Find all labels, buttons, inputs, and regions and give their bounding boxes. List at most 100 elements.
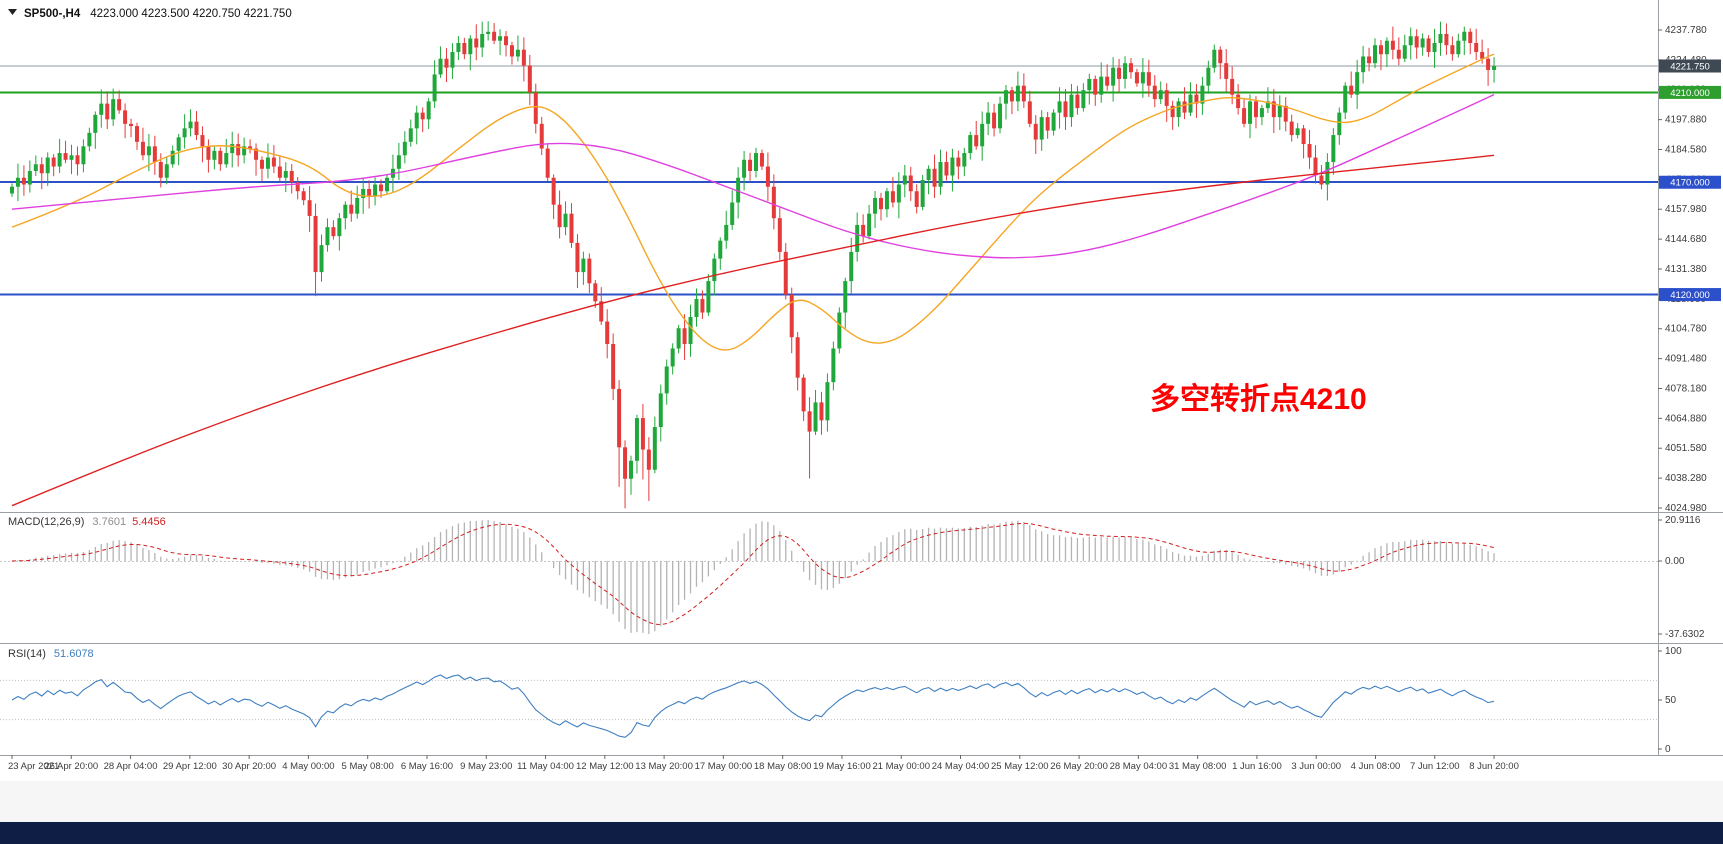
candle-body: [718, 240, 723, 259]
candle-body: [1307, 144, 1312, 158]
candle-body: [1009, 90, 1014, 102]
candle-body: [408, 128, 413, 142]
ohlc-values: 4223.000 4223.500 4220.750 4221.750: [90, 8, 291, 20]
time-label: 13 May 20:00: [635, 761, 693, 772]
candle-body: [736, 177, 741, 203]
candle-body: [980, 123, 985, 147]
candle-body: [926, 168, 931, 181]
candle-body: [164, 164, 169, 178]
axis-label: 4024.980: [1665, 503, 1707, 514]
time-label: 26 Apr 20:00: [44, 761, 98, 772]
candle-body: [730, 202, 735, 225]
candle-body: [587, 258, 592, 284]
time-label: 26 May 20:00: [1050, 761, 1108, 772]
candle-body: [379, 184, 384, 192]
candle-body: [432, 74, 437, 102]
candle-body: [480, 33, 485, 48]
time-label: 17 May 00:00: [695, 761, 753, 772]
axis-label: -37.6302: [1665, 629, 1705, 640]
candle-body: [1283, 105, 1288, 122]
candle-body: [896, 184, 901, 203]
candle-body: [426, 101, 431, 120]
candle-body: [1384, 40, 1389, 55]
candle-body: [1045, 117, 1050, 131]
candle-body: [771, 186, 776, 219]
candle-body: [438, 58, 443, 75]
candle-body: [920, 180, 925, 207]
axis-label: 4157.980: [1665, 204, 1707, 215]
candle-body: [914, 191, 919, 207]
axis-label: 4197.880: [1665, 115, 1707, 126]
rsi-name: RSI(14): [8, 648, 46, 660]
axis-label: 50: [1665, 695, 1677, 706]
macd-value-signal: 5.4456: [132, 516, 166, 528]
candle-body: [1259, 108, 1264, 118]
time-label: 19 May 16:00: [813, 761, 871, 772]
candle-body: [1426, 38, 1431, 52]
candle-body: [1152, 85, 1157, 100]
candle-body: [402, 141, 407, 156]
candle-body: [283, 171, 288, 178]
time-label: 28 Apr 04:00: [104, 761, 158, 772]
candle-body: [754, 153, 758, 172]
candle-body: [1069, 94, 1074, 118]
candle-body: [206, 146, 211, 160]
symbol-dropdown-icon[interactable]: [8, 9, 17, 15]
candle-body: [373, 184, 378, 196]
candle-body: [57, 153, 62, 167]
candle-body: [551, 177, 556, 205]
candle-body: [39, 164, 44, 174]
axis-label: 4210.000: [1670, 88, 1710, 99]
time-label: 7 Jun 12:00: [1410, 761, 1460, 772]
mid-ma-line: [11, 93, 1495, 259]
candle-body: [33, 164, 38, 172]
time-label: 30 Apr 20:00: [222, 761, 276, 772]
time-label: 1 Jun 16:00: [1232, 761, 1282, 772]
rsi-value: 51.6078: [54, 648, 94, 660]
candle-body: [777, 218, 782, 252]
candle-body: [974, 135, 979, 147]
candle-body: [396, 155, 401, 169]
candle-body: [63, 153, 68, 160]
macd-label: MACD(12,26,9) 3.7601 5.4456: [8, 516, 166, 528]
candle-body: [1378, 45, 1383, 55]
candle-body: [1200, 85, 1205, 104]
candle-body: [319, 245, 324, 273]
price-tag[interactable]: [1659, 288, 1721, 302]
candle-body: [307, 200, 312, 216]
candle-body: [1105, 76, 1110, 86]
candle-body: [1319, 175, 1324, 185]
rsi-line: [11, 674, 1495, 738]
candle-body: [611, 343, 616, 389]
candle-body: [1349, 85, 1354, 95]
price-tag[interactable]: [1659, 59, 1721, 73]
candle-body: [81, 146, 86, 165]
candle-body: [658, 393, 663, 428]
candle-body: [634, 418, 639, 461]
candle-body: [1390, 40, 1395, 50]
candle-body: [950, 157, 955, 176]
axis-label: 4078.180: [1665, 383, 1707, 394]
generated-chart-layers: 4237.7804224.4804211.1804197.8804184.580…: [0, 0, 1723, 772]
rsi-pane: 100 50 0: [0, 646, 1682, 755]
time-label: 4 May 00:00: [282, 761, 334, 772]
macd-pane: 20.9116 0.00 -37.6302: [0, 515, 1705, 640]
candle-body: [1456, 40, 1461, 55]
chart-annotation-text: 多空转折点4210: [1150, 383, 1367, 416]
candle-body: [355, 197, 360, 214]
candle-body: [1367, 56, 1372, 64]
price-tag[interactable]: [1659, 85, 1721, 99]
candle-body: [331, 227, 336, 237]
candle-body: [254, 148, 259, 160]
candle-body: [1111, 67, 1116, 86]
time-label: 6 May 16:00: [401, 761, 453, 772]
candle-body: [652, 427, 657, 470]
candle-body: [646, 449, 651, 470]
time-label: 23 Apr 2021: [8, 761, 59, 772]
candle-body: [1033, 123, 1038, 140]
candle-body: [486, 31, 491, 34]
price-tag[interactable]: [1659, 175, 1721, 189]
candle-body: [1242, 108, 1247, 124]
